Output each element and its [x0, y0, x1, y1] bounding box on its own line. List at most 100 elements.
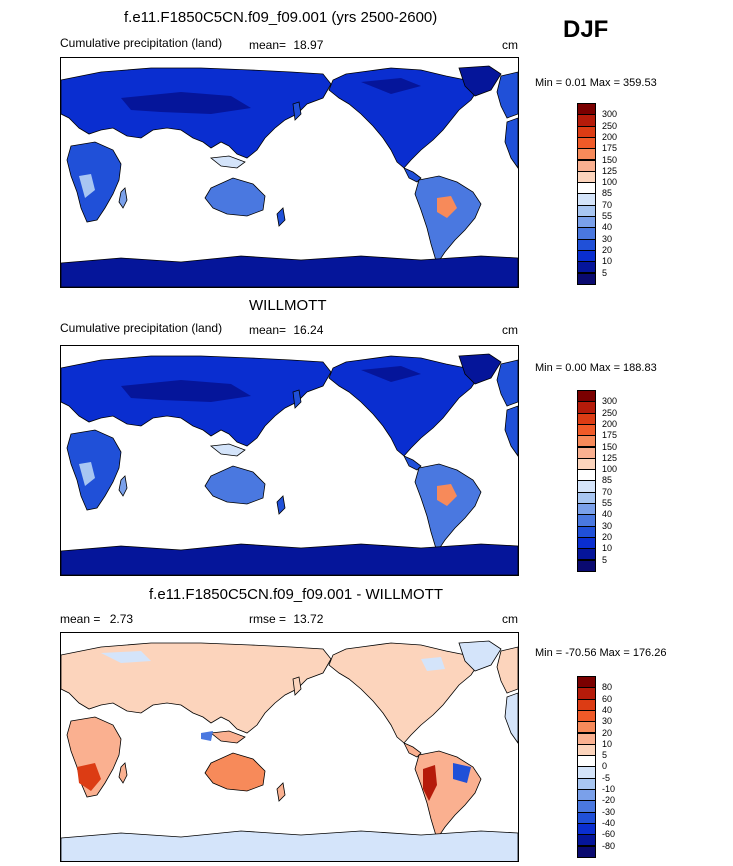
colorbar-label: 40 [602, 509, 613, 520]
colorbar-label: 85 [602, 475, 613, 486]
landmass-antarctica [61, 255, 518, 287]
colorbar-swatch [577, 559, 596, 572]
colorbar-label: 250 [602, 407, 618, 418]
panel3-mean-value: 2.73 [109, 612, 134, 626]
precip-region [421, 657, 445, 671]
colorbar-label: 200 [602, 131, 618, 142]
panel1-map-svg [61, 65, 518, 287]
precip-region [79, 462, 95, 486]
panel2-title: WILLMOTT [249, 297, 327, 314]
landmass-antarctica [61, 830, 518, 861]
panel3-land [61, 640, 518, 861]
panel2-map [60, 345, 519, 576]
precip-region [121, 92, 251, 114]
panel3-map [60, 632, 519, 862]
colorbar-label: 5 [602, 267, 608, 278]
landmass-antarctica [61, 543, 518, 575]
colorbar-label: 60 [602, 693, 613, 704]
colorbar-label: 175 [602, 143, 618, 154]
panel3-title: f.e11.F1850C5CN.f09_f09.001 - WILLMOTT [149, 586, 444, 603]
landmass-madagascar [118, 187, 128, 209]
colorbar-label: 30 [602, 716, 613, 727]
colorbar-label: 20 [602, 244, 613, 255]
panel1-mean: mean= 18.97 [249, 38, 323, 52]
colorbar-label: 150 [602, 154, 618, 165]
panel1-min-max: Min = 0.01 Max = 359.53 [535, 77, 657, 89]
colorbar-label: 0 [602, 761, 608, 772]
landmass-nz [276, 207, 286, 227]
precip-region [453, 763, 471, 783]
panel1-mean-label: mean= [249, 38, 287, 52]
colorbar-label: 20 [602, 531, 613, 542]
panel1-units: cm [502, 38, 518, 52]
colorbar-label: 20 [602, 727, 613, 738]
colorbar-label: 40 [602, 704, 613, 715]
landmass-northAmerica [328, 642, 480, 744]
precip-region [437, 484, 457, 506]
panel1-title: f.e11.F1850C5CN.f09_f09.001 (yrs 2500-26… [124, 9, 438, 26]
landmass-greenland [458, 65, 502, 97]
precip-region [361, 78, 421, 94]
panel2-left-label: Cumulative precipitation (land) [60, 321, 223, 335]
colorbar-label: -10 [602, 784, 616, 794]
landmass-greenland [458, 353, 502, 385]
panel3-rmse-label: rmse = [249, 612, 287, 626]
landmass-centralAmerica [403, 167, 422, 183]
colorbar-label: 70 [602, 486, 613, 497]
precip-region [79, 174, 95, 198]
colorbar-label: -60 [602, 829, 616, 840]
landmass-southAmerica [414, 463, 482, 553]
landmass-centralAmerica [403, 455, 422, 471]
colorbar-label: 10 [602, 738, 613, 749]
panel2-mean: mean= 16.24 [249, 323, 323, 337]
colorbar-label: 55 [602, 211, 613, 221]
colorbar-label: 125 [602, 165, 618, 176]
colorbar-label: -5 [602, 772, 611, 783]
colorbar-label: 10 [602, 543, 613, 554]
landmass-africa [66, 429, 122, 511]
colorbar-label: 125 [602, 452, 618, 463]
colorbar-label: 300 [602, 109, 618, 120]
colorbar-label: 150 [602, 441, 618, 452]
panel3-map-svg [61, 640, 518, 861]
season-label: DJF [563, 16, 609, 43]
landmass-europeW [496, 71, 518, 119]
landmass-africa [66, 141, 122, 223]
landmass-indonesia [209, 730, 246, 744]
landmass-europeW [496, 359, 518, 407]
landmass-madagascar [118, 475, 128, 497]
precip-region [437, 196, 457, 218]
colorbar-label: 5 [602, 554, 608, 565]
colorbar-label: -80 [602, 840, 616, 851]
landmass-eurasia [61, 642, 332, 734]
landmass-africaE [504, 692, 518, 744]
panel1-map [60, 57, 519, 288]
panel3-mean-label: mean = [60, 612, 101, 626]
landmass-japan [292, 389, 302, 409]
colorbar-label: 70 [602, 199, 613, 210]
colorbar-label: 40 [602, 222, 613, 233]
panel3-min-max: Min = -70.56 Max = 176.26 [535, 647, 667, 659]
landmass-centralAmerica [403, 742, 422, 758]
panel2-min-max: Min = 0.00 Max = 188.83 [535, 362, 657, 374]
landmass-indonesia [209, 155, 246, 169]
panel2-land [61, 353, 518, 575]
precip-region [77, 763, 101, 791]
landmass-nz [276, 782, 286, 802]
colorbar-label: 250 [602, 120, 618, 131]
colorbar-label: 30 [602, 520, 613, 531]
precip-region [201, 731, 213, 741]
panel2-map-svg [61, 353, 518, 575]
colorbar-label: 55 [602, 498, 613, 508]
colorbar-label: -20 [602, 795, 616, 806]
colorbar-label: -40 [602, 817, 616, 828]
landmass-greenland [458, 640, 502, 672]
precip-region [101, 651, 151, 663]
landmass-southAmerica [414, 175, 482, 265]
colorbar-label: 80 [602, 682, 613, 693]
landmass-australia [204, 465, 266, 505]
precip-region [361, 366, 421, 382]
landmass-japan [292, 101, 302, 121]
panel3-units: cm [502, 612, 518, 626]
panel1-left-label: Cumulative precipitation (land) [60, 36, 223, 50]
